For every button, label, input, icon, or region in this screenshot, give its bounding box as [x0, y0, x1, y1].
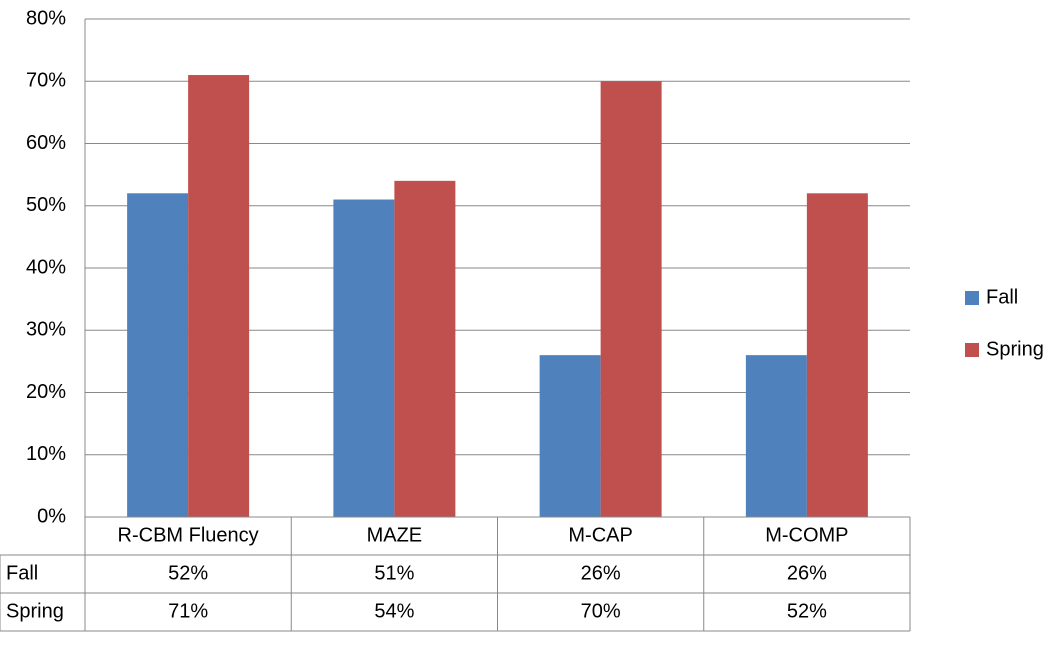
y-tick-label: 70% — [26, 70, 66, 92]
y-tick-label: 30% — [26, 319, 66, 341]
data-label: 51% — [374, 562, 414, 584]
bar — [806, 193, 868, 518]
x-tick-label: R-CBM Fluency — [118, 524, 259, 546]
y-tick-label: 50% — [26, 194, 66, 216]
bar — [188, 75, 250, 518]
bar — [127, 193, 189, 518]
y-tick-label: 0% — [37, 505, 66, 527]
table-row-header: Fall — [6, 562, 38, 584]
y-tick-label: 40% — [26, 256, 66, 278]
x-tick-label: M-CAP — [568, 524, 632, 546]
data-label: 26% — [581, 562, 621, 584]
data-label: 70% — [581, 600, 621, 622]
bar — [745, 355, 807, 517]
data-label: 71% — [168, 600, 208, 622]
bar — [600, 81, 662, 517]
x-tick-label: M-COMP — [765, 524, 848, 546]
legend-swatch — [965, 291, 979, 305]
data-label: 26% — [787, 562, 827, 584]
y-tick-label: 80% — [26, 7, 66, 29]
bar — [333, 199, 395, 517]
legend-label: Spring — [986, 338, 1044, 360]
bar — [539, 355, 601, 517]
y-tick-label: 10% — [26, 443, 66, 465]
y-tick-label: 60% — [26, 132, 66, 154]
bar — [394, 180, 456, 517]
legend-label: Fall — [986, 286, 1018, 308]
y-tick-label: 20% — [26, 381, 66, 403]
legend-swatch — [965, 343, 979, 357]
data-label: 54% — [374, 600, 414, 622]
x-tick-label: MAZE — [367, 524, 423, 546]
table-row-header: Spring — [6, 600, 64, 622]
data-label: 52% — [787, 600, 827, 622]
data-label: 52% — [168, 562, 208, 584]
